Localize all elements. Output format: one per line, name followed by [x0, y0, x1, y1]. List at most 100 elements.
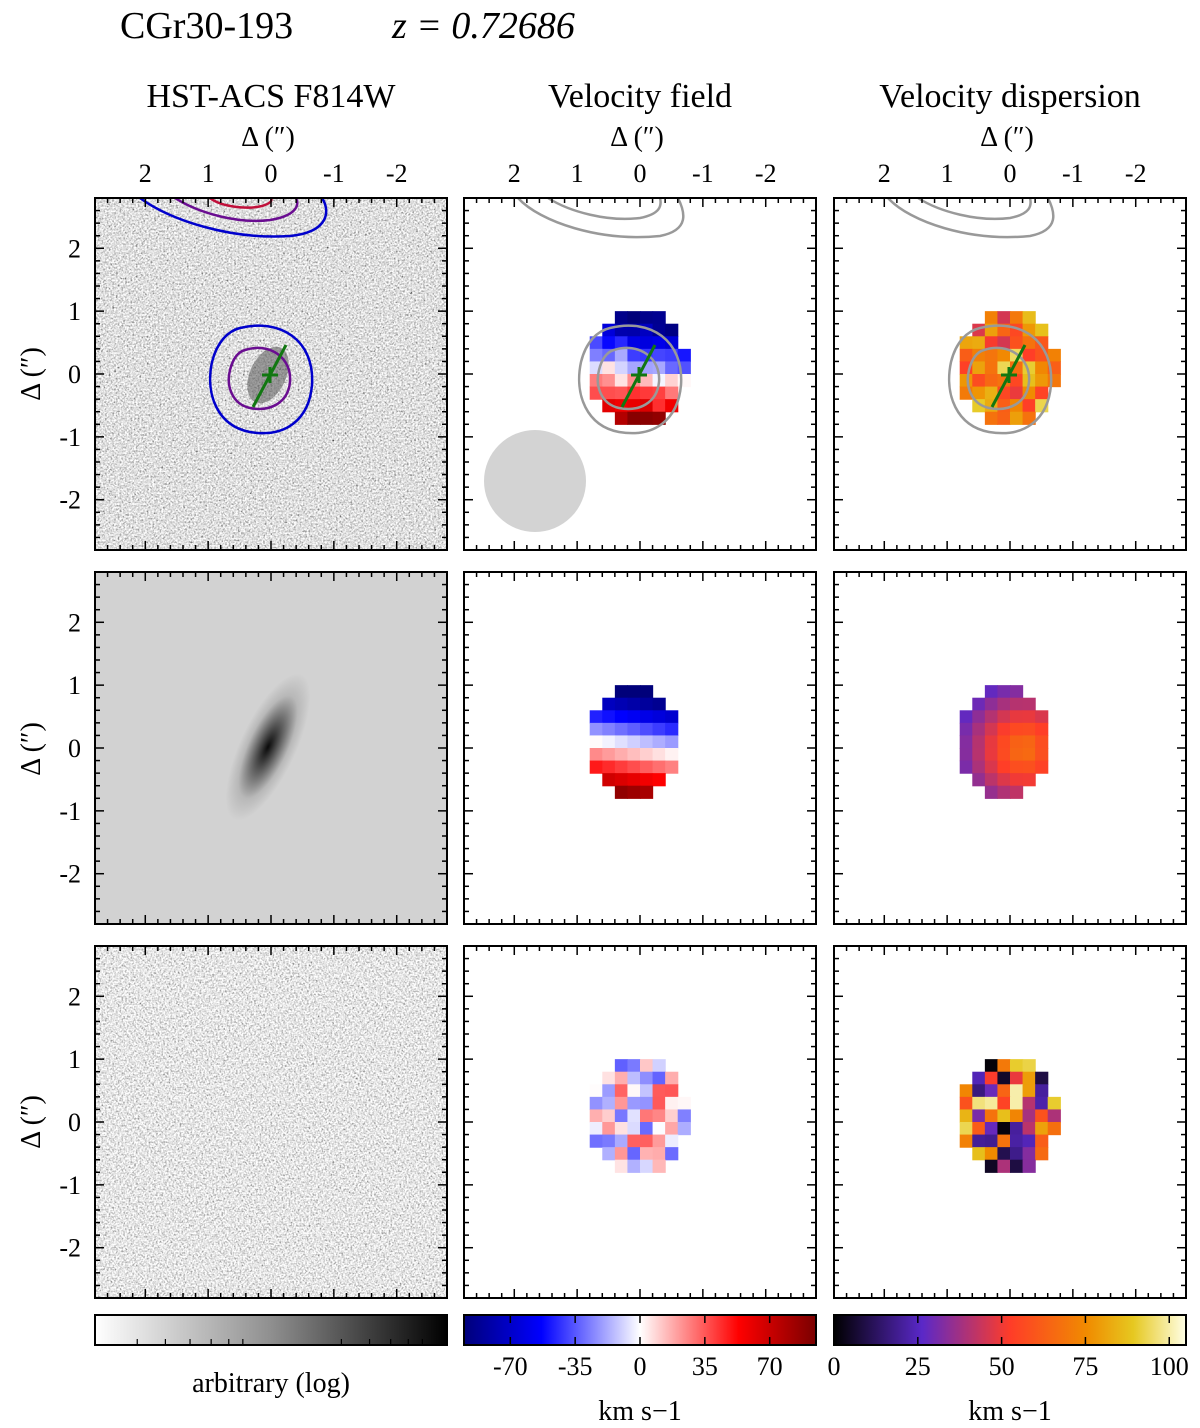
y-tick-label: 1: [68, 671, 81, 700]
spaxel: [959, 760, 973, 774]
contours-grey-d: [887, 196, 1055, 435]
spaxel: [1047, 1109, 1061, 1123]
spaxel: [1035, 374, 1049, 388]
colorbar-tick-label: 100: [1150, 1352, 1189, 1381]
panel-dispersion-model: [834, 572, 1186, 924]
colorbar-tick-label: 75: [1072, 1352, 1098, 1381]
spaxel: [665, 710, 679, 724]
spaxel: [1035, 748, 1049, 762]
spaxel: [627, 1159, 641, 1173]
colorbar-label-dispersion: km s−1: [968, 1396, 1051, 1427]
spaxel: [984, 748, 999, 762]
spaxel: [1047, 374, 1061, 388]
spaxel: [640, 411, 654, 425]
spaxel: [1010, 411, 1024, 425]
spaxel: [959, 748, 973, 762]
spaxel: [614, 1084, 629, 1098]
spaxel: [1022, 1059, 1036, 1073]
y-tick-label: -1: [59, 797, 81, 826]
colorbar-dispersion: [833, 1314, 1187, 1346]
contour-mid: [227, 346, 292, 411]
spaxel: [589, 1134, 603, 1148]
spaxel: [972, 1109, 986, 1123]
spaxel: [627, 748, 641, 762]
spaxel: [589, 1109, 603, 1123]
spaxel: [614, 748, 629, 762]
panel-dispersion-residual: [834, 946, 1186, 1298]
spaxel: [652, 722, 666, 737]
spaxel: [997, 1122, 1011, 1136]
xlabel-dispersion: Δ (″): [980, 122, 1034, 153]
spaxel: [972, 1147, 986, 1161]
spaxel: [1035, 1071, 1049, 1085]
spaxel: [984, 722, 999, 737]
spaxel: [627, 1084, 641, 1098]
spaxel: [1022, 773, 1036, 787]
spaxel: [1022, 323, 1036, 337]
y-tick-label: 0: [68, 1108, 81, 1137]
spaxel: [652, 697, 666, 711]
x-tick-label: -1: [1062, 159, 1084, 188]
spaxel: [627, 1096, 641, 1111]
redshift-label: z = 0.72686: [391, 5, 575, 47]
dispersion-pixels-residual: [959, 1059, 1061, 1173]
spaxel: [984, 336, 999, 350]
spaxel: [1035, 1109, 1049, 1123]
spaxel: [627, 411, 641, 425]
spaxel: [627, 685, 641, 699]
spaxel: [640, 1147, 654, 1161]
spaxel: [972, 361, 986, 375]
spaxel: [1035, 760, 1049, 774]
contour-outer: [208, 324, 314, 435]
spaxel: [665, 1122, 679, 1136]
spaxel: [1022, 1084, 1036, 1098]
colorbar-label-velocity: km s−1: [598, 1396, 681, 1427]
x-tick-label: 1: [202, 159, 215, 188]
spaxel: [1010, 374, 1024, 388]
spaxel: [602, 1071, 616, 1085]
spaxel: [1035, 710, 1049, 724]
spaxel: [984, 1096, 999, 1111]
spaxel: [1010, 1147, 1024, 1161]
spaxel: [984, 1084, 999, 1098]
spaxel: [614, 1159, 629, 1173]
spaxel: [997, 735, 1011, 749]
spaxel: [1022, 1147, 1036, 1161]
spaxel: [627, 1109, 641, 1123]
colorbar-tick-label: 25: [905, 1352, 931, 1381]
spaxel: [640, 735, 654, 749]
spaxel: [997, 311, 1011, 325]
y-tick-label: 0: [68, 734, 81, 763]
spaxel: [1022, 1134, 1036, 1148]
spaxel: [614, 710, 629, 724]
spaxel: [959, 1109, 973, 1123]
spaxel: [589, 1122, 603, 1136]
spaxel: [652, 1122, 666, 1136]
spaxel: [602, 361, 616, 375]
spaxel: [997, 697, 1011, 711]
xlabel-hst: Δ (″): [241, 122, 295, 153]
spaxel: [1010, 1122, 1024, 1136]
spaxel: [997, 399, 1011, 413]
spaxel: [972, 1071, 986, 1085]
spaxel: [997, 1071, 1011, 1085]
spaxel: [1010, 760, 1024, 774]
spaxel: [627, 1071, 641, 1085]
spaxel: [602, 760, 616, 774]
spaxel: [1022, 1096, 1036, 1111]
x-tick-label: -2: [1125, 159, 1147, 188]
spaxel: [997, 361, 1011, 375]
spaxel: [602, 722, 616, 737]
column-title-dispersion: Velocity dispersion: [879, 78, 1141, 115]
spaxel: [1022, 748, 1036, 762]
x-tick-label: 2: [139, 159, 152, 188]
spaxel: [665, 374, 679, 388]
spaxel: [640, 1084, 654, 1098]
spaxel: [665, 1109, 679, 1123]
spaxel: [972, 1134, 986, 1148]
spaxel: [602, 748, 616, 762]
spaxel: [984, 374, 999, 388]
spaxel: [652, 1059, 666, 1073]
spaxel: [602, 374, 616, 388]
spaxel: [589, 1084, 603, 1098]
